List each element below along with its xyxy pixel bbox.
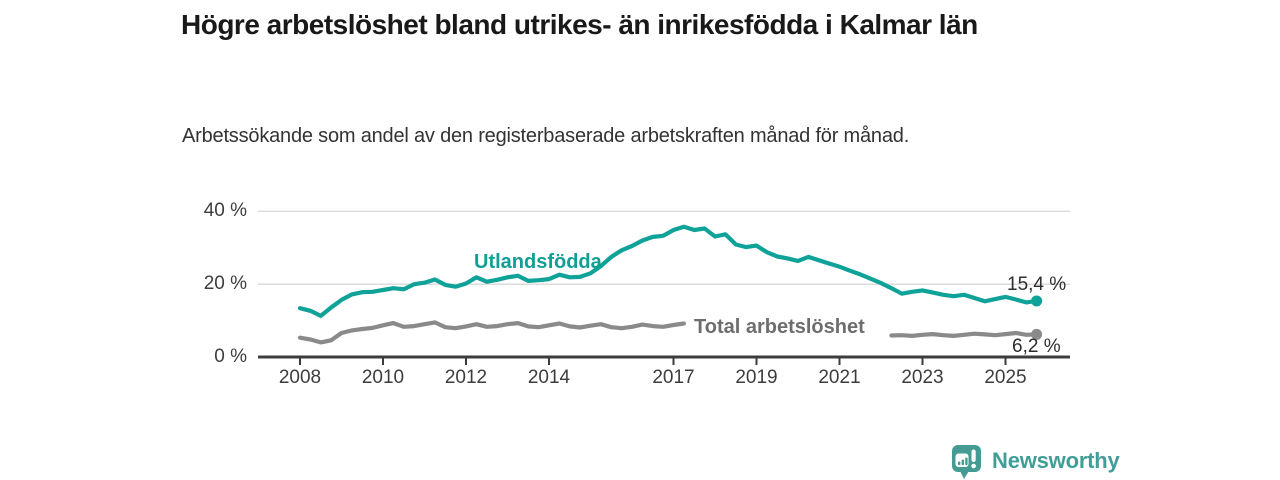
newsworthy-brand-text: Newsworthy xyxy=(992,448,1120,473)
page-title: Högre arbetslöshet bland utrikes- än inr… xyxy=(181,9,978,40)
newsworthy-logo-icon xyxy=(952,445,981,479)
series-label-utlandsfodda: Utlandsfödda xyxy=(474,251,602,273)
x-axis-tick-label: 2019 xyxy=(735,367,778,388)
x-axis-tick-label: 2021 xyxy=(818,367,861,388)
x-axis-tick-label: 2010 xyxy=(361,367,405,388)
x-axis-tick-label: 2017 xyxy=(652,367,695,388)
x-axis-tick-label: 2023 xyxy=(901,367,944,388)
end-value-total-arbetsloshet: 6,2 % xyxy=(1012,336,1061,357)
y-axis-tick-label: 0 % xyxy=(214,346,247,367)
end-value-utlandsfodda: 15,4 % xyxy=(1007,274,1067,295)
y-axis-tick-label: 20 % xyxy=(203,273,247,294)
x-axis-tick-label: 2025 xyxy=(984,367,1027,388)
page-subtitle: Arbetssökande som andel av den registerb… xyxy=(182,125,910,147)
series-line-1 xyxy=(297,320,687,345)
x-axis-tick-label: 2008 xyxy=(278,367,322,388)
x-axis-tick-label: 2014 xyxy=(527,367,571,388)
x-axis-tick-label: 2012 xyxy=(444,367,488,388)
series-line-0 xyxy=(297,224,1039,318)
series-label-total-arbetsloshet: Total arbetslöshet xyxy=(694,316,865,338)
series-end-dot-0 xyxy=(1031,295,1043,307)
y-axis-tick-label: 40 % xyxy=(203,200,247,221)
